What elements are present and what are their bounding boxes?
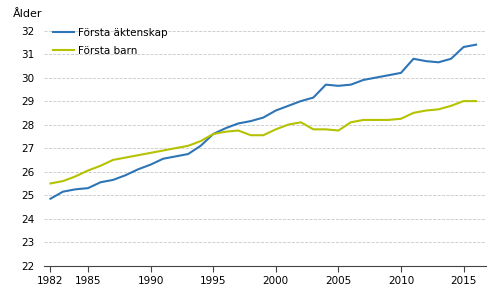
Line: Första äktenskap: Första äktenskap (51, 45, 476, 199)
Första barn (310, 127, 316, 131)
Första barn (148, 151, 154, 155)
Första äktenskap (173, 155, 179, 158)
Första barn (185, 144, 191, 148)
Första äktenskap (73, 188, 79, 191)
Första äktenskap (60, 190, 66, 194)
Första äktenskap (273, 109, 279, 112)
Första äktenskap (398, 71, 404, 75)
Första äktenskap (110, 178, 116, 182)
Första äktenskap (298, 99, 304, 103)
Första äktenskap (461, 45, 466, 49)
Första äktenskap (410, 57, 416, 61)
Första barn (436, 108, 441, 111)
Första barn (373, 118, 379, 122)
Line: Första barn: Första barn (51, 101, 476, 183)
Första äktenskap (373, 76, 379, 79)
Första äktenskap (235, 122, 241, 125)
Första barn (348, 120, 354, 124)
Första barn (73, 175, 79, 178)
Första äktenskap (148, 163, 154, 166)
Första barn (298, 120, 304, 124)
Första äktenskap (185, 152, 191, 156)
Första äktenskap (335, 84, 341, 88)
Första barn (398, 117, 404, 120)
Första barn (48, 182, 54, 185)
Första äktenskap (473, 43, 479, 47)
Text: Ålder: Ålder (13, 9, 43, 19)
Första äktenskap (123, 173, 129, 177)
Första äktenskap (423, 59, 429, 63)
Första barn (123, 156, 129, 159)
Första äktenskap (360, 78, 366, 82)
Första barn (423, 109, 429, 112)
Första äktenskap (323, 83, 329, 86)
Första äktenskap (198, 144, 204, 148)
Första barn (448, 104, 454, 108)
Första äktenskap (385, 73, 391, 77)
Första äktenskap (260, 116, 266, 119)
Första barn (85, 169, 91, 172)
Första äktenskap (98, 181, 104, 184)
Första äktenskap (436, 60, 441, 64)
Första barn (273, 127, 279, 131)
Första äktenskap (210, 132, 216, 136)
Första äktenskap (285, 104, 291, 108)
Första barn (160, 149, 166, 152)
Första barn (260, 133, 266, 137)
Första äktenskap (135, 168, 141, 171)
Första barn (235, 129, 241, 132)
Första äktenskap (160, 157, 166, 161)
Första äktenskap (310, 96, 316, 99)
Första barn (210, 132, 216, 136)
Första barn (461, 99, 466, 103)
Första barn (473, 99, 479, 103)
Första barn (335, 129, 341, 132)
Första äktenskap (348, 83, 354, 86)
Första barn (110, 158, 116, 162)
Första barn (173, 146, 179, 150)
Första barn (60, 179, 66, 183)
Första barn (285, 123, 291, 127)
Första äktenskap (448, 57, 454, 61)
Första barn (360, 118, 366, 122)
Första barn (248, 133, 254, 137)
Första barn (323, 127, 329, 131)
Första barn (410, 111, 416, 115)
Första barn (198, 139, 204, 143)
Första äktenskap (85, 186, 91, 190)
Första barn (135, 153, 141, 157)
Första äktenskap (223, 126, 229, 130)
Första barn (98, 164, 104, 168)
Första barn (385, 118, 391, 122)
Första äktenskap (48, 197, 54, 201)
Första barn (223, 130, 229, 133)
Legend: Första äktenskap, Första barn: Första äktenskap, Första barn (49, 24, 171, 60)
Första äktenskap (248, 119, 254, 123)
